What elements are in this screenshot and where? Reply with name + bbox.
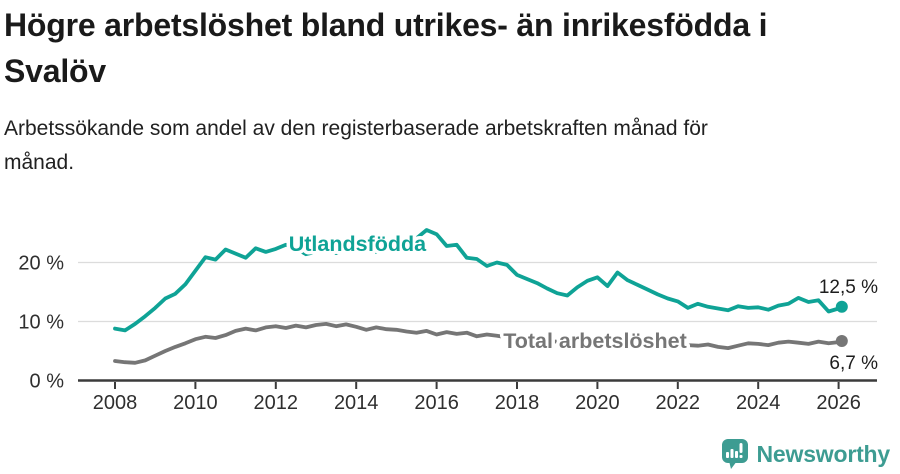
series-line-utlandsfodda [113,228,844,333]
x-tick-label: 2014 [334,392,379,414]
x-tick-label: 2010 [173,392,218,414]
series-end-value-label-total: 6,7 % [829,353,878,374]
newsworthy-logo[interactable]: Newsworthy [721,439,890,469]
series-end-value-label-utlandsfodda: 12,5 % [819,277,878,298]
series-line-total [113,321,844,365]
y-tick-label: 10 % [18,312,64,334]
series-end-dot-total [835,334,848,347]
x-tick-label: 2016 [414,392,459,414]
newsworthy-logo-text: Newsworthy [756,440,891,467]
page-title: Högre arbetslöshet bland utrikes- än inr… [4,7,768,89]
x-tick-label: 2020 [575,392,620,414]
x-tick-label: 2012 [254,392,299,414]
series-end-dot-utlandsfodda [835,300,848,313]
y-tick-label: 0 % [30,371,65,393]
x-tick-label: 2026 [816,392,861,414]
series-label-total: Total arbetslöshet [503,329,687,353]
x-tick-label: 2024 [736,392,781,414]
series-label-utlandsfodda: Utlandsfödda [289,232,427,256]
y-tick-label: 20 % [18,253,64,275]
chart-subtitle: Arbetssökande som andel av den registerb… [4,117,708,174]
x-tick-label: 2022 [656,392,701,414]
x-tick-label: 2008 [93,392,138,414]
newsworthy-chart-bubble-icon [721,439,748,469]
x-tick-label: 2018 [495,392,540,414]
